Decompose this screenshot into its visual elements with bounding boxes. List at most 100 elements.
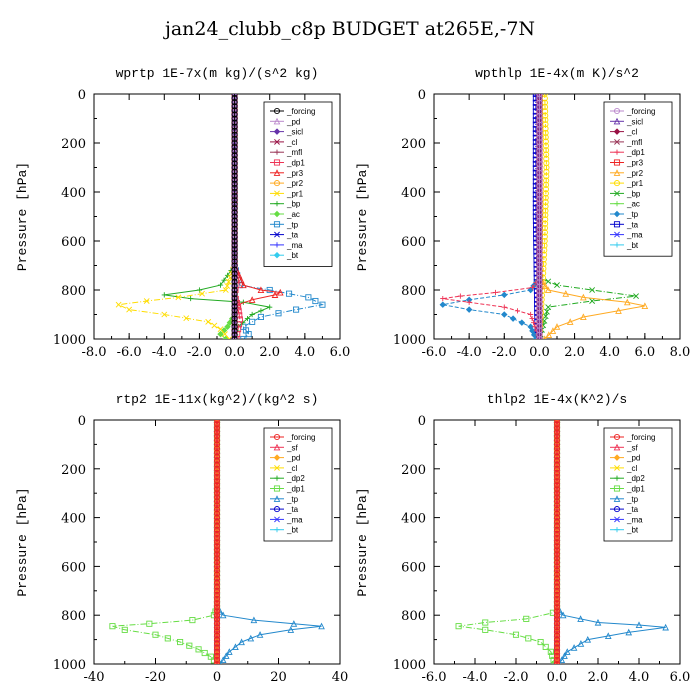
legend-entry: _ta	[626, 220, 639, 229]
y-tick-label: 0	[418, 414, 426, 429]
y-tick-label: 1000	[393, 333, 426, 348]
data-point	[553, 624, 561, 631]
data-point	[553, 473, 561, 480]
data-point	[177, 638, 184, 646]
legend-entry: _bt	[626, 526, 639, 535]
data-point	[213, 522, 221, 529]
legend-entry: _forcing	[626, 433, 655, 442]
data-point	[231, 266, 238, 273]
y-tick-label: 600	[401, 235, 426, 250]
legend-marker	[613, 128, 621, 135]
legend-entry: _pr3	[286, 169, 304, 178]
data-point	[536, 169, 543, 176]
legend-entry: _bt	[286, 251, 299, 260]
data-point	[231, 274, 238, 281]
data-point	[545, 278, 552, 285]
y-tick-label: 400	[61, 186, 86, 201]
series-line	[116, 94, 236, 339]
data-point	[290, 620, 298, 627]
data-point	[231, 319, 238, 326]
data-point	[594, 618, 602, 626]
legend-marker	[613, 506, 621, 513]
data-point	[536, 274, 543, 281]
data-point	[224, 282, 231, 289]
data-point	[525, 635, 532, 642]
legend-marker	[273, 485, 281, 492]
data-point	[231, 233, 238, 240]
data-point	[213, 457, 221, 464]
y-tick-label: 1000	[393, 658, 426, 673]
data-point	[482, 619, 489, 626]
data-point	[553, 506, 561, 513]
legend-entry: _sf	[286, 443, 298, 452]
data-point	[213, 469, 221, 476]
data-point	[623, 298, 631, 306]
data-point	[553, 636, 561, 643]
legend-entry: _bt	[286, 526, 299, 535]
legend: _forcing_sf _pd_cl_dp2 _dp1_tp_ta_ma _bt	[263, 427, 333, 542]
data-point	[536, 191, 543, 198]
data-point	[553, 461, 561, 468]
data-point	[545, 304, 552, 311]
x-tick-label: -4.0	[152, 345, 177, 360]
data-point	[553, 571, 561, 578]
y-tick-label: 0	[418, 88, 426, 103]
data-point	[553, 490, 561, 497]
legend-entry: _ma	[286, 241, 303, 250]
legend-entry: _pr1	[286, 189, 304, 198]
data-point	[558, 656, 566, 663]
series-line	[535, 94, 539, 339]
data-point	[536, 226, 543, 233]
data-point	[542, 194, 549, 201]
data-point	[536, 283, 543, 290]
data-point	[553, 433, 561, 440]
legend-marker	[613, 454, 621, 461]
data-point	[577, 640, 585, 647]
data-point	[542, 112, 549, 119]
y-tick-label: 800	[61, 609, 86, 624]
data-point	[536, 235, 543, 242]
series-line	[216, 420, 322, 664]
x-tick-label: -2.0	[503, 670, 528, 685]
data-point	[536, 160, 543, 168]
chart-panel-3: rtp2 1E-11x(kg^2)/(kg^2 s) Pressure [hPa]…	[15, 392, 348, 685]
data-point	[589, 287, 596, 293]
data-point	[542, 108, 549, 115]
data-point	[231, 254, 238, 261]
data-point	[231, 291, 238, 298]
data-point	[553, 608, 561, 615]
data-point	[543, 151, 550, 158]
data-point	[553, 437, 561, 444]
data-point	[570, 644, 578, 651]
legend-marker	[273, 221, 281, 228]
data-point	[509, 315, 517, 322]
data-point	[563, 648, 571, 655]
data-point	[164, 635, 171, 642]
data-point	[213, 559, 221, 566]
data-point	[213, 449, 221, 456]
data-point	[231, 164, 238, 171]
legend-marker	[274, 149, 280, 155]
data-point	[553, 482, 561, 489]
data-point	[536, 200, 543, 207]
data-point	[305, 294, 312, 301]
data-point	[641, 302, 649, 309]
legend-entry: _dp1	[626, 148, 645, 157]
legend-entry: _cl	[626, 464, 637, 473]
data-point	[213, 599, 221, 607]
data-point	[633, 293, 639, 300]
data-point	[231, 221, 238, 228]
data-point	[222, 652, 230, 659]
data-point	[217, 326, 224, 333]
legend-marker	[273, 210, 281, 218]
data-point	[231, 193, 238, 200]
data-point	[121, 626, 128, 633]
data-point	[543, 168, 550, 175]
x-tick-label: -2.0	[492, 345, 517, 360]
data-point	[536, 187, 543, 194]
data-point	[231, 119, 238, 126]
data-point	[231, 176, 238, 183]
data-point	[553, 425, 561, 432]
data-point	[553, 514, 561, 521]
data-point	[562, 290, 570, 297]
